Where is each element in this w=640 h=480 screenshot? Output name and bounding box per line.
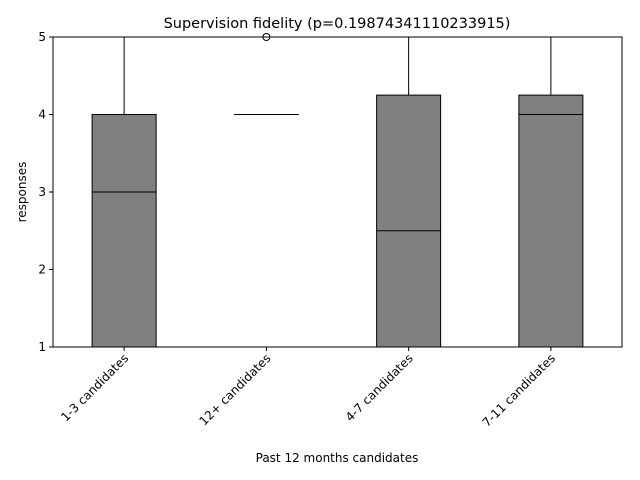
x-tick-label: 1-3 candidates [58, 351, 131, 424]
box-3 [376, 94, 442, 348]
chart-title: Supervision fidelity (p=0.19874341110233… [164, 16, 511, 32]
y-tick-label: 3 [38, 185, 46, 199]
plot-area: 1 2 3 4 5 1-3 candidates 12+ candidates 4-7 can… [38, 30, 623, 430]
x-tick-label: 12+ candidates [196, 351, 273, 428]
x-tick-label: 4-7 candidates [343, 351, 416, 424]
y-tick-label: 1 [38, 340, 46, 354]
y-tick-label: 4 [38, 108, 46, 122]
box-4 [518, 94, 584, 348]
y-axis-label: responses [15, 162, 29, 223]
x-axis-label: Past 12 months candidates [256, 451, 419, 465]
x-tick-label: 7-11 candidates [480, 351, 558, 429]
y-tick-label: 5 [38, 30, 46, 44]
box-1 [91, 114, 157, 348]
y-tick-label: 2 [38, 263, 46, 277]
